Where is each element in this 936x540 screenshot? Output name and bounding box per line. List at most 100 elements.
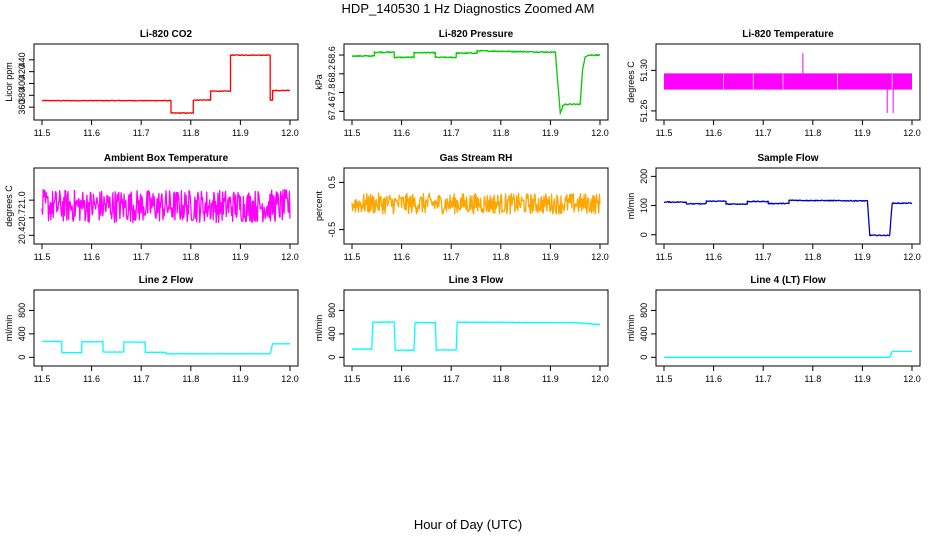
y-axis-label: degrees C: [626, 61, 636, 103]
x-tick-label: 12.0: [281, 128, 299, 138]
x-tick-label: 11.8: [182, 374, 199, 384]
y-tick-label: 440: [17, 52, 27, 67]
x-tick-label: 11.7: [755, 252, 772, 262]
panel-title: Li-820 Temperature: [742, 29, 834, 40]
data-series: [41, 189, 291, 224]
x-tick-label: 11.9: [854, 128, 871, 138]
plot-frame: [655, 43, 921, 121]
y-tick-label: 21.0: [17, 191, 27, 209]
data-series: [351, 192, 601, 215]
y-tick-label: 400: [639, 326, 649, 341]
x-tick-label: 12.0: [903, 128, 921, 138]
y-tick-label: 0: [639, 355, 649, 360]
y-tick-label: 0: [17, 355, 27, 360]
plot-frame: [33, 43, 299, 121]
data-series: [351, 49, 601, 115]
data-series: [663, 199, 913, 237]
panel-title: Gas Stream RH: [440, 153, 513, 164]
x-tick-label: 11.7: [133, 374, 150, 384]
figure-title: HDP_140530 1 Hz Diagnostics Zoomed AM: [341, 1, 595, 16]
x-tick-label: 11.6: [393, 374, 410, 384]
x-tick-label: 11.8: [804, 252, 821, 262]
x-tick-label: 11.8: [182, 252, 199, 262]
data-series: [41, 54, 291, 115]
plot-frame: [343, 167, 609, 245]
x-tick-label: 11.7: [443, 374, 460, 384]
y-axis-label: ml/min: [626, 315, 636, 342]
y-tick-label: 420: [17, 64, 27, 79]
x-tick-label: 12.0: [281, 252, 299, 262]
x-tick-label: 12.0: [903, 374, 921, 384]
x-tick-label: 11.8: [182, 128, 199, 138]
x-tick-label: 12.0: [591, 374, 609, 384]
x-tick-label: 11.5: [656, 128, 673, 138]
plot-frame: [33, 167, 299, 245]
x-tick-label: 12.0: [591, 252, 609, 262]
y-axis-label: ml/min: [4, 315, 14, 342]
x-tick-label: 11.7: [755, 128, 772, 138]
plot-frame: [655, 167, 921, 245]
x-tick-label: 11.8: [804, 128, 821, 138]
y-tick-label: 20.4: [17, 227, 27, 245]
x-tick-label: 12.0: [903, 252, 921, 262]
panel-9: Line 4 (LT) Flow ml/min 11.5 11.6 11.7 11.8 11…: [626, 275, 921, 384]
x-axis-title: Hour of Day (UTC): [413, 517, 523, 532]
x-tick-label: 11.6: [83, 252, 100, 262]
data-series: [41, 340, 291, 355]
x-tick-label: 11.7: [443, 252, 460, 262]
y-tick-label: 800: [327, 303, 337, 318]
x-tick-label: 11.8: [492, 128, 509, 138]
panel-8: Line 3 Flow ml/min 11.5 11.6 11.7 11.8 11.9 12.…: [314, 275, 609, 384]
x-tick-label: 11.9: [232, 374, 249, 384]
data-band: [664, 73, 912, 90]
y-tick-label: 400: [327, 326, 337, 341]
y-tick-label: 400: [17, 326, 27, 341]
plot-frame: [343, 289, 609, 367]
panel-title: Sample Flow: [757, 153, 818, 164]
y-tick-label: 68.2: [327, 65, 337, 83]
x-tick-label: 11.6: [705, 374, 722, 384]
x-tick-label: 12.0: [591, 128, 609, 138]
y-tick-label: 51.26: [639, 100, 649, 123]
x-tick-label: 12.0: [281, 374, 299, 384]
x-tick-label: 11.5: [656, 252, 673, 262]
x-tick-label: 11.9: [232, 252, 249, 262]
y-tick-label: 360: [17, 100, 27, 115]
panel-4: Ambient Box Temperature degrees C 11.5 11.6…: [4, 153, 299, 262]
y-axis-label: ml/min: [314, 315, 324, 342]
data-series: [351, 321, 601, 352]
y-tick-label: 100: [639, 198, 649, 213]
y-tick-label: -0.5: [327, 222, 337, 238]
y-axis-label: percent: [314, 190, 324, 221]
y-tick-label: 0: [639, 232, 649, 237]
panel-title: Line 2 Flow: [139, 275, 194, 286]
x-tick-label: 11.6: [393, 252, 410, 262]
x-tick-label: 11.5: [34, 128, 51, 138]
y-axis-label: kPa: [314, 74, 324, 90]
x-tick-label: 11.5: [34, 252, 51, 262]
x-tick-label: 11.9: [854, 374, 871, 384]
x-tick-label: 11.8: [804, 374, 821, 384]
y-tick-label: 800: [639, 303, 649, 318]
y-tick-label: 400: [17, 76, 27, 91]
x-tick-label: 11.8: [492, 374, 509, 384]
x-tick-label: 11.7: [755, 374, 772, 384]
y-axis-label: Licor ppm: [4, 62, 14, 102]
x-tick-label: 11.7: [133, 128, 150, 138]
x-tick-label: 11.5: [344, 252, 361, 262]
data-series: [663, 350, 913, 358]
y-tick-label: 200: [639, 169, 649, 184]
x-tick-label: 11.9: [542, 128, 559, 138]
y-tick-label: 51.30: [639, 59, 649, 82]
x-tick-label: 11.9: [542, 374, 559, 384]
y-axis-label: degrees C: [4, 185, 14, 227]
x-tick-label: 11.5: [344, 128, 361, 138]
y-tick-label: 67.4: [327, 103, 337, 121]
y-axis-label: ml/min: [626, 193, 636, 220]
x-tick-label: 11.9: [232, 128, 249, 138]
y-tick-label: 0: [327, 355, 337, 360]
panel-2: Li-820 Pressure kPa 11.5 11.6 11.7 11.8 11.9 12…: [314, 29, 609, 138]
panel-title: Ambient Box Temperature: [104, 153, 229, 164]
panel-title: Li-820 CO2: [140, 29, 193, 40]
